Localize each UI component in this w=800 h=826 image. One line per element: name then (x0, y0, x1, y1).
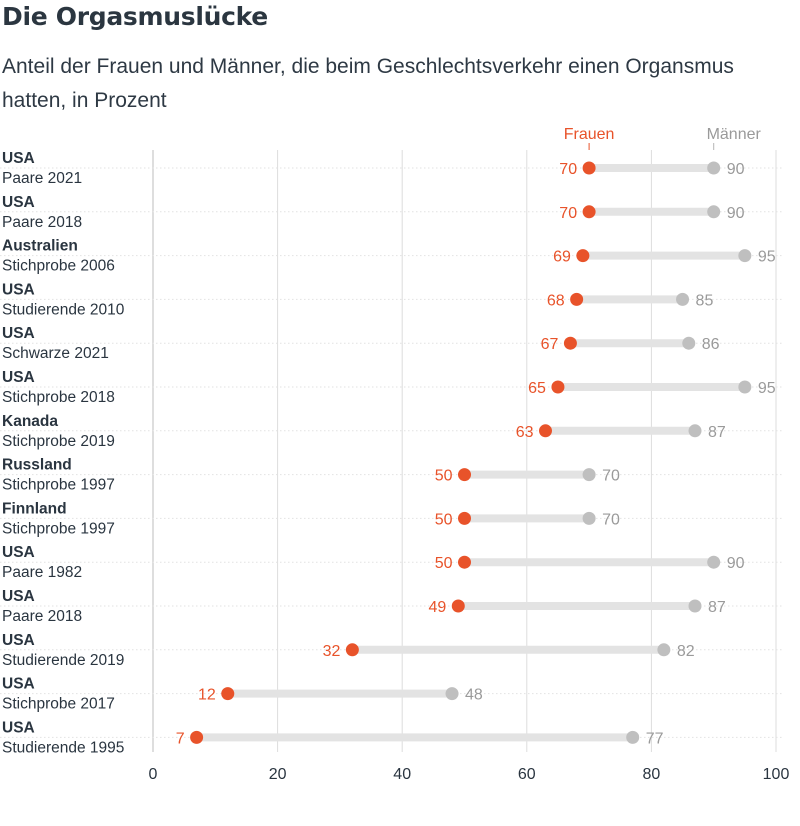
value-maenner: 70 (602, 468, 620, 485)
dot-frauen (458, 468, 471, 482)
row-group-label: USA (2, 676, 35, 693)
value-frauen: 32 (323, 643, 341, 660)
value-maenner: 90 (727, 161, 745, 178)
row-sub-label: Stichprobe 2019 (2, 433, 115, 450)
chart-title: Die Orgasmuslücke (2, 2, 268, 31)
dot-frauen (551, 380, 565, 394)
row-group-label: USA (2, 281, 35, 298)
value-maenner: 85 (696, 292, 714, 309)
dot-frauen (563, 336, 577, 350)
row-group-label: Finnland (2, 500, 67, 517)
row-group-label: Australien (2, 238, 78, 255)
dot-frauen (345, 643, 359, 657)
value-frauen: 49 (428, 599, 446, 616)
dot-maenner (707, 555, 721, 569)
dot-maenner (688, 599, 702, 613)
x-tick-label: 60 (518, 766, 536, 783)
x-tick-label: 20 (269, 766, 287, 783)
dot-frauen (582, 205, 596, 219)
value-maenner: 77 (646, 730, 664, 747)
value-frauen: 50 (435, 468, 453, 485)
row-sub-label: Schwarze 2021 (2, 345, 109, 362)
dot-frauen (576, 249, 590, 263)
dot-maenner (707, 161, 721, 175)
value-maenner: 95 (758, 380, 776, 397)
dot-maenner (626, 730, 640, 744)
dot-frauen (570, 292, 584, 306)
row-sub-label: Paare 1982 (2, 564, 82, 581)
row-group-label: USA (2, 544, 35, 561)
value-maenner: 48 (465, 687, 483, 704)
dot-maenner (738, 380, 752, 394)
x-tick-label: 0 (149, 766, 158, 783)
row-sub-label: Stichprobe 2018 (2, 389, 115, 406)
value-maenner: 95 (758, 249, 776, 266)
value-maenner: 70 (602, 511, 620, 528)
row-group-label: Kanada (2, 413, 58, 430)
dot-maenner (445, 687, 459, 701)
row-group-label: USA (2, 588, 35, 605)
value-maenner: 90 (727, 555, 745, 572)
x-tick-label: 40 (393, 766, 411, 783)
dot-maenner (582, 511, 596, 525)
legend-maenner: Männer (707, 126, 762, 143)
value-maenner: 87 (708, 599, 726, 616)
dot-frauen (538, 424, 552, 438)
legend-frauen: Frauen (564, 126, 615, 143)
dot-frauen (221, 687, 235, 701)
dot-frauen (458, 555, 471, 569)
x-tick-label: 100 (763, 766, 790, 783)
value-frauen: 63 (516, 424, 534, 441)
value-frauen: 70 (559, 161, 577, 178)
row-group-label: USA (2, 325, 35, 342)
row-group-label: USA (2, 719, 35, 736)
row-sub-label: Stichprobe 1997 (2, 477, 115, 494)
dot-maenner (682, 336, 696, 350)
dot-maenner (676, 292, 690, 306)
dot-frauen (458, 511, 471, 525)
value-frauen: 65 (528, 380, 546, 397)
row-group-label: USA (2, 194, 35, 211)
dot-maenner (707, 205, 721, 219)
value-maenner: 86 (702, 336, 720, 353)
value-frauen: 67 (541, 336, 559, 353)
x-tick-label: 80 (643, 766, 661, 783)
value-maenner: 90 (727, 205, 745, 222)
chart-subtitle: Anteil der Frauen und Männer, die beim G… (2, 55, 734, 112)
row-sub-label: Paare 2018 (2, 608, 82, 625)
value-maenner: 82 (677, 643, 695, 660)
dot-maenner (688, 424, 702, 438)
value-maenner: 87 (708, 424, 726, 441)
row-sub-label: Stichprobe 1997 (2, 520, 115, 537)
value-frauen: 69 (553, 249, 571, 266)
dot-maenner (657, 643, 671, 657)
dot-frauen (582, 161, 596, 175)
row-group-label: USA (2, 150, 35, 167)
value-frauen: 50 (435, 511, 453, 528)
value-frauen: 12 (198, 687, 216, 704)
row-sub-label: Studierende 2019 (2, 652, 124, 669)
value-frauen: 70 (559, 205, 577, 222)
dot-frauen (451, 599, 465, 613)
row-sub-label: Paare 2021 (2, 170, 82, 187)
value-frauen: 7 (176, 730, 185, 747)
row-sub-label: Studierende 2010 (2, 301, 125, 318)
row-sub-label: Paare 2018 (2, 214, 82, 231)
row-sub-label: Studierende 1995 (2, 739, 124, 756)
value-frauen: 50 (435, 555, 453, 572)
dot-maenner (582, 468, 596, 482)
row-group-label: Russland (2, 457, 72, 474)
dot-maenner (738, 249, 752, 263)
dot-frauen (190, 730, 204, 744)
row-sub-label: Stichprobe 2006 (2, 258, 115, 275)
row-sub-label: Stichprobe 2017 (2, 696, 115, 713)
row-group-label: USA (2, 369, 35, 386)
value-frauen: 68 (547, 292, 565, 309)
row-group-label: USA (2, 632, 35, 649)
